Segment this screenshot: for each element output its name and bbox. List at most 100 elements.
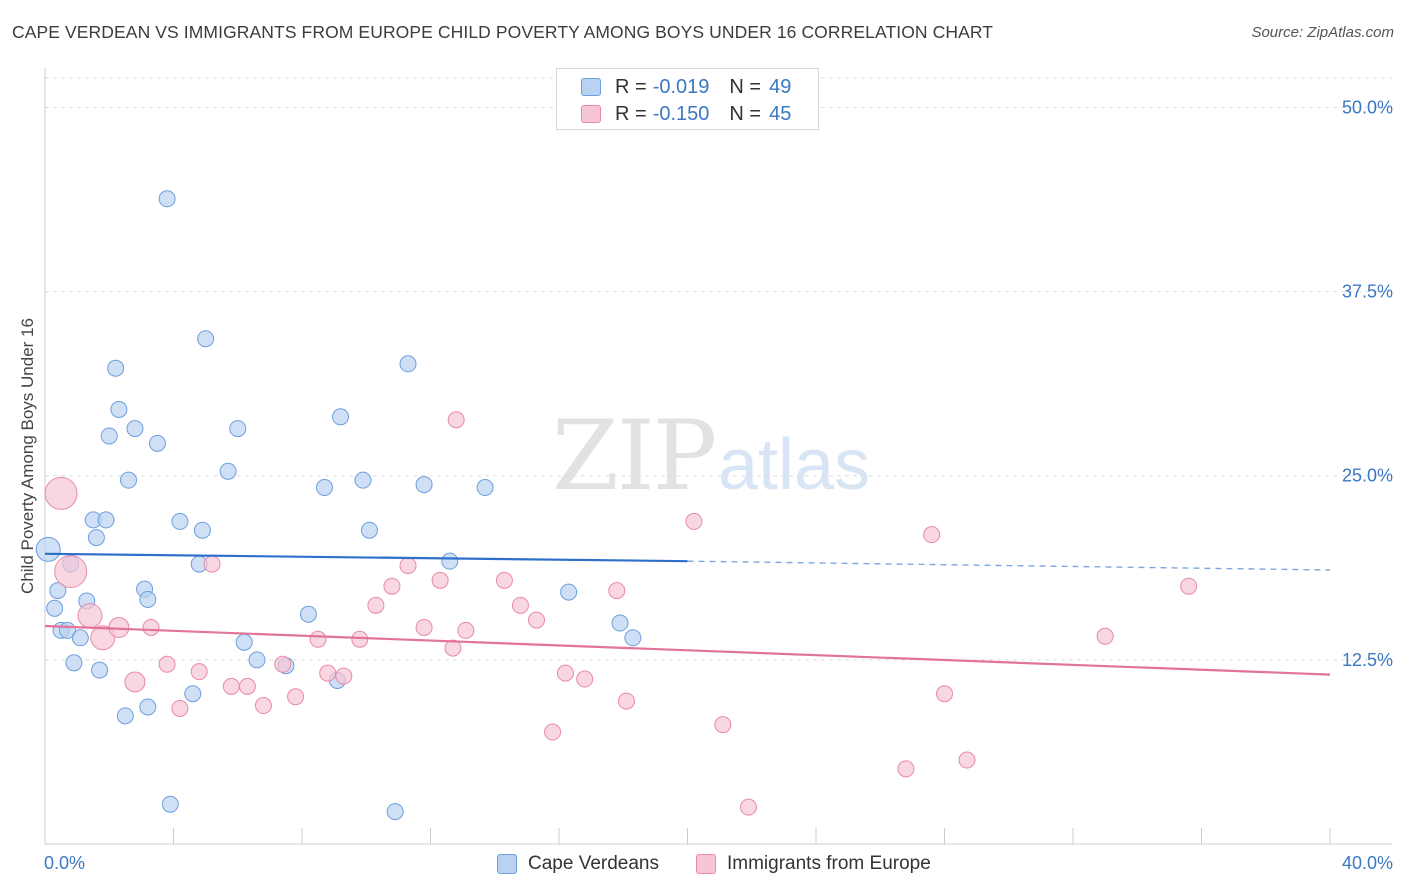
point-cape-verdean bbox=[71, 629, 89, 647]
legend-r-label: R = bbox=[615, 75, 647, 98]
point-cape-verdean bbox=[87, 529, 105, 547]
point-immigrants-europe bbox=[171, 699, 189, 717]
point-cape-verdean bbox=[399, 355, 417, 373]
point-immigrants-europe bbox=[44, 476, 78, 510]
point-immigrants-europe bbox=[309, 630, 327, 648]
point-cape-verdean bbox=[91, 661, 109, 679]
chart-title: CAPE VERDEAN VS IMMIGRANTS FROM EUROPE C… bbox=[12, 22, 994, 42]
point-immigrants-europe bbox=[556, 664, 574, 682]
point-immigrants-europe bbox=[203, 555, 221, 573]
point-cape-verdean bbox=[100, 427, 118, 445]
point-immigrants-europe bbox=[222, 677, 240, 695]
point-cape-verdean bbox=[386, 803, 404, 821]
point-immigrants-europe bbox=[1096, 627, 1114, 645]
point-cape-verdean bbox=[46, 599, 64, 617]
point-immigrants-europe bbox=[457, 621, 475, 639]
point-cape-verdean bbox=[35, 536, 61, 562]
point-cape-verdean bbox=[219, 462, 237, 480]
point-immigrants-europe bbox=[90, 625, 116, 651]
point-immigrants-europe bbox=[142, 618, 160, 636]
bottom-legend-cape-verdeans: Cape Verdeans bbox=[497, 852, 659, 876]
point-immigrants-europe bbox=[431, 571, 449, 589]
point-cape-verdean bbox=[65, 654, 83, 672]
point-cape-verdean bbox=[161, 795, 179, 813]
y-tick-label: 25.0% bbox=[1342, 466, 1393, 486]
point-immigrants-europe bbox=[274, 655, 292, 673]
legend-swatch-pink bbox=[581, 105, 601, 123]
correlation-legend: R = -0.019 N = 49 R = -0.150 N = 45 bbox=[556, 68, 819, 130]
y-tick-label: 50.0% bbox=[1342, 97, 1393, 117]
point-cape-verdean bbox=[299, 605, 317, 623]
legend-r-value: -0.019 bbox=[652, 75, 710, 98]
point-cape-verdean bbox=[354, 471, 372, 489]
point-cape-verdean bbox=[139, 590, 157, 608]
point-immigrants-europe bbox=[444, 639, 462, 657]
point-immigrants-europe bbox=[617, 692, 635, 710]
point-immigrants-europe bbox=[495, 571, 513, 589]
point-cape-verdean bbox=[97, 511, 115, 529]
point-cape-verdean bbox=[126, 420, 144, 438]
point-cape-verdean bbox=[107, 359, 125, 377]
point-immigrants-europe bbox=[319, 664, 337, 682]
point-immigrants-europe bbox=[897, 760, 915, 778]
point-immigrants-europe bbox=[238, 677, 256, 695]
point-immigrants-europe bbox=[447, 411, 465, 429]
bottom-legend-label: Cape Verdeans bbox=[528, 853, 659, 874]
point-cape-verdean bbox=[184, 685, 202, 703]
legend-swatch-blue bbox=[581, 78, 601, 96]
y-tick-label: 12.5% bbox=[1342, 650, 1393, 670]
point-immigrants-europe bbox=[958, 751, 976, 769]
point-cape-verdean bbox=[560, 583, 578, 601]
point-cape-verdean bbox=[476, 479, 494, 497]
bottom-legend-swatch-blue bbox=[497, 854, 517, 874]
point-cape-verdean bbox=[315, 479, 333, 497]
point-cape-verdean bbox=[611, 614, 629, 632]
point-cape-verdean bbox=[193, 521, 211, 539]
point-immigrants-europe bbox=[383, 577, 401, 595]
point-immigrants-europe bbox=[335, 667, 353, 685]
y-tick-label: 37.5% bbox=[1342, 282, 1393, 302]
point-immigrants-europe bbox=[685, 512, 703, 530]
point-immigrants-europe bbox=[158, 655, 176, 673]
point-cape-verdean bbox=[158, 190, 176, 208]
x-tick-label: 0.0% bbox=[44, 853, 85, 873]
point-immigrants-europe bbox=[415, 618, 433, 636]
point-cape-verdean bbox=[120, 471, 138, 489]
point-immigrants-europe bbox=[608, 582, 626, 600]
legend-r-label: R = bbox=[615, 102, 647, 125]
watermark-atlas: atlas bbox=[718, 425, 871, 505]
trendline-cape-verdeans-dashed bbox=[687, 560, 1331, 571]
bottom-legend-label: Immigrants from Europe bbox=[727, 853, 931, 874]
point-immigrants-europe bbox=[351, 630, 369, 648]
point-immigrants-europe bbox=[190, 663, 208, 681]
point-immigrants-europe bbox=[714, 716, 732, 734]
legend-r-value: -0.150 bbox=[652, 102, 710, 125]
bottom-legend-swatch-pink bbox=[696, 854, 716, 874]
point-cape-verdean bbox=[197, 330, 215, 348]
x-tick-label: 40.0% bbox=[1342, 853, 1393, 873]
point-immigrants-europe bbox=[124, 671, 146, 693]
point-cape-verdean bbox=[332, 408, 350, 426]
legend-row-cape-verdeans: R = -0.019 N = 49 bbox=[581, 74, 791, 100]
trendline-immigrants-europe bbox=[44, 624, 1331, 676]
point-immigrants-europe bbox=[399, 557, 417, 575]
point-immigrants-europe bbox=[287, 688, 305, 706]
point-immigrants-europe bbox=[367, 596, 385, 614]
bottom-legend-immigrants-europe: Immigrants from Europe bbox=[696, 852, 931, 876]
point-immigrants-europe bbox=[528, 611, 546, 629]
point-immigrants-europe bbox=[54, 554, 88, 588]
watermark-zip: ZIP bbox=[552, 400, 717, 512]
point-immigrants-europe bbox=[936, 685, 953, 703]
y-axis-label: Child Poverty Among Boys Under 16 bbox=[18, 318, 37, 594]
point-cape-verdean bbox=[49, 582, 67, 600]
point-cape-verdean bbox=[248, 651, 266, 669]
point-cape-verdean bbox=[110, 400, 128, 418]
legend-n-value: 49 bbox=[769, 75, 792, 98]
chart-source: Source: ZipAtlas.com bbox=[1251, 24, 1394, 41]
point-cape-verdean bbox=[148, 434, 166, 452]
point-immigrants-europe bbox=[923, 526, 941, 544]
point-cape-verdean bbox=[229, 420, 247, 438]
legend-n-label: N = bbox=[729, 75, 762, 98]
point-cape-verdean bbox=[235, 633, 253, 651]
